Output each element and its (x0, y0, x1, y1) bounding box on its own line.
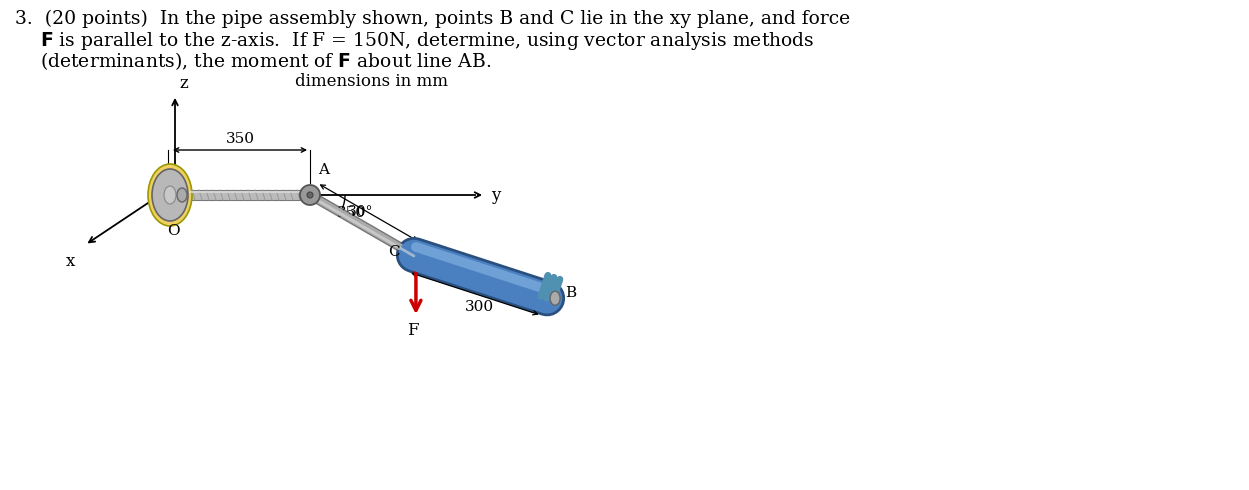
Ellipse shape (550, 291, 560, 305)
Ellipse shape (307, 192, 313, 198)
Text: 300: 300 (466, 300, 495, 314)
Text: 350: 350 (336, 206, 366, 220)
Ellipse shape (177, 188, 187, 202)
Text: x: x (66, 253, 75, 270)
Text: y: y (491, 187, 501, 203)
Text: dimensions in mm: dimensions in mm (295, 74, 448, 91)
Text: z: z (179, 75, 187, 92)
Text: C: C (388, 245, 400, 259)
Ellipse shape (300, 188, 310, 202)
Ellipse shape (152, 169, 189, 221)
Text: A: A (318, 163, 328, 177)
Bar (186, 190, 302, 200)
Ellipse shape (147, 164, 192, 226)
Text: (determinants), the moment of $\mathbf{F}$ about line AB.: (determinants), the moment of $\mathbf{F… (40, 50, 491, 72)
Ellipse shape (164, 186, 176, 204)
Text: $\mathbf{F}$ is parallel to the z-axis.  If F = 150N, determine, using vector an: $\mathbf{F}$ is parallel to the z-axis. … (40, 30, 814, 52)
Text: 3.  (20 points)  In the pipe assembly shown, points B and C lie in the xy plane,: 3. (20 points) In the pipe assembly show… (15, 10, 851, 28)
Text: B: B (565, 286, 576, 300)
Text: F: F (407, 322, 418, 339)
Ellipse shape (300, 185, 320, 205)
Text: 350: 350 (226, 132, 255, 146)
Text: 30°: 30° (348, 205, 372, 219)
Text: O: O (166, 224, 180, 238)
